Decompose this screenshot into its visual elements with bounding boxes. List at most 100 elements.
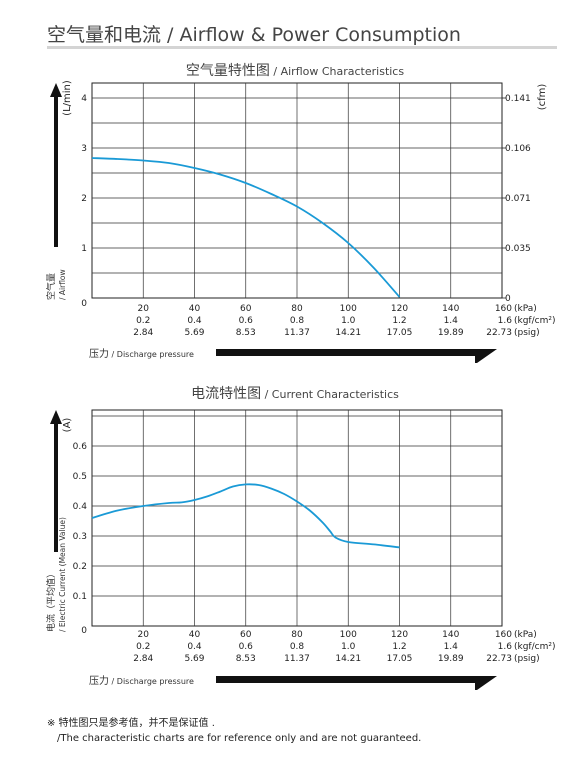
chart1-title-zh: 空气量特性图 bbox=[186, 63, 270, 79]
page-title: 空气量和电流 / Airflow & Power Consumption bbox=[47, 24, 461, 46]
chart2-x-unit-label: (kgf/cm²) bbox=[514, 642, 555, 652]
chart1-x-unit-label: (kPa) bbox=[514, 304, 537, 314]
chart1-x-tick-label: 11.37 bbox=[284, 328, 310, 338]
chart1-y-axis-label-zh: 空气量 bbox=[45, 273, 57, 300]
chart2-x-unit-label: (kPa) bbox=[514, 630, 537, 640]
chart2-y-tick-label: 0.1 bbox=[73, 592, 87, 602]
chart2-y-tick-label: 0.5 bbox=[73, 472, 87, 482]
chart1-x-tick-label: 0.8 bbox=[290, 316, 305, 326]
chart2-x-tick-label: 1.2 bbox=[392, 642, 406, 652]
chart2-y-axis-label-en: / Electric Current (Mean Value) bbox=[58, 517, 67, 632]
chart1-y-tick-label: 4 bbox=[81, 94, 87, 104]
chart1-y-arrow-head bbox=[50, 83, 62, 97]
chart2-y-axis-label-zh: 电流（平均值） bbox=[45, 569, 57, 632]
chart1-x-tick-label: 17.05 bbox=[387, 328, 413, 338]
chart1-x-tick-label: 19.89 bbox=[438, 328, 464, 338]
chart1-x-tick-label: 160 bbox=[495, 304, 512, 314]
chart2-y-arrow-head bbox=[50, 410, 62, 424]
chart1-x-tick-label: 20 bbox=[138, 304, 150, 314]
chart1-y-unit-label: (L/min) bbox=[62, 80, 73, 116]
chart2-x-tick-label: 0.4 bbox=[187, 642, 202, 652]
chart1-y2-tick-label: 0.071 bbox=[505, 194, 531, 204]
chart2-origin-label: 0 bbox=[81, 626, 87, 636]
chart2-x-tick-label: 19.89 bbox=[438, 654, 464, 664]
chart2-x-unit-label: (psig) bbox=[514, 654, 540, 664]
chart2-x-tick-label: 1.4 bbox=[444, 642, 459, 652]
chart2-x-arrow-bar bbox=[216, 676, 481, 683]
chart2-y-unit-label: (A) bbox=[62, 418, 73, 433]
chart2-x-tick-label: 8.53 bbox=[236, 654, 256, 664]
chart1-x-tick-label: 0.2 bbox=[136, 316, 150, 326]
chart2-x-tick-label: 22.73 bbox=[486, 654, 512, 664]
chart2-y-tick-label: 0.3 bbox=[73, 532, 87, 542]
chart2-x-tick-label: 60 bbox=[240, 630, 252, 640]
chart2-x-axis-label: 压力 / Discharge pressure bbox=[89, 674, 194, 687]
chart2-x-tick-label: 5.69 bbox=[184, 654, 204, 664]
chart2-x-tick-label: 100 bbox=[340, 630, 357, 640]
chart2-x-tick-label: 160 bbox=[495, 630, 512, 640]
chart1-title: 空气量特性图 / Airflow Characteristics bbox=[186, 63, 404, 79]
chart1-x-tick-label: 80 bbox=[291, 304, 303, 314]
chart2-x-tick-label: 0.8 bbox=[290, 642, 305, 652]
title-divider bbox=[47, 46, 557, 49]
chart1-x-arrow-bar bbox=[216, 349, 481, 356]
chart1-x-tick-label: 14.21 bbox=[335, 328, 361, 338]
chart2-x-tick-label: 80 bbox=[291, 630, 303, 640]
chart1-x-tick-label: 22.73 bbox=[486, 328, 512, 338]
chart1-y2-tick-label: 0.106 bbox=[505, 144, 531, 154]
chart2-x-arrow-head bbox=[475, 676, 497, 690]
chart1-y2-tick-label: 0.035 bbox=[505, 244, 531, 254]
chart1-x-axis-label-en: / Discharge pressure bbox=[109, 350, 194, 359]
chart2-x-tick-label: 14.21 bbox=[335, 654, 361, 664]
chart1-x-tick-label: 0.4 bbox=[187, 316, 202, 326]
chart2-x-axis-label-en: / Discharge pressure bbox=[109, 677, 194, 686]
chart1-y2-tick-label: 0.141 bbox=[505, 94, 531, 104]
chart1-title-en: / Airflow Characteristics bbox=[270, 65, 404, 78]
chart2-x-tick-label: 20 bbox=[138, 630, 150, 640]
chart2-x-axis-label-zh: 压力 bbox=[89, 674, 109, 687]
chart1-x-tick-label: 5.69 bbox=[184, 328, 204, 338]
chart2-series-line bbox=[91, 483, 400, 549]
footnote-zh: ※ 特性图只是参考值，并不是保证值 . bbox=[47, 718, 215, 729]
chart2-y-tick-label: 0.6 bbox=[73, 442, 88, 452]
chart1-x-arrow-head bbox=[475, 349, 497, 363]
chart2-title-en: / Current Characteristics bbox=[261, 388, 399, 401]
chart2-title: 电流特性图 / Current Characteristics bbox=[191, 386, 399, 402]
chart2-x-tick-label: 2.84 bbox=[133, 654, 153, 664]
chart2-x-tick-label: 140 bbox=[442, 630, 459, 640]
chart2-x-tick-label: 11.37 bbox=[284, 654, 310, 664]
chart1-x-tick-label: 40 bbox=[189, 304, 201, 314]
chart1-x-axis-label: 压力 / Discharge pressure bbox=[89, 347, 194, 360]
chart2-x-tick-label: 17.05 bbox=[387, 654, 413, 664]
chart1-x-unit-label: (kgf/cm²) bbox=[514, 316, 555, 326]
chart1-y2-tick-label: 0 bbox=[505, 294, 511, 304]
chart2-x-tick-label: 40 bbox=[189, 630, 201, 640]
chart2-x-tick-label: 0.6 bbox=[239, 642, 254, 652]
chart1-y-axis-label-en: / Airflow bbox=[58, 269, 67, 300]
chart1-y-tick-label: 2 bbox=[81, 194, 87, 204]
chart1-y-tick-label: 3 bbox=[81, 144, 87, 154]
chart1-y2-unit-label: (cfm) bbox=[537, 84, 548, 111]
chart2-x-tick-label: 1.6 bbox=[498, 642, 513, 652]
chart1-x-tick-label: 2.84 bbox=[133, 328, 153, 338]
chart2-y-tick-label: 0.2 bbox=[73, 562, 87, 572]
chart1-x-tick-label: 1.0 bbox=[341, 316, 356, 326]
chart1-x-axis-label-zh: 压力 bbox=[89, 347, 109, 360]
chart1-x-tick-label: 140 bbox=[442, 304, 459, 314]
chart1-x-tick-label: 1.2 bbox=[392, 316, 406, 326]
footnote: ※ 特性图只是参考值，并不是保证值 . /The characteristic … bbox=[47, 716, 421, 746]
chart1-x-unit-label: (psig) bbox=[514, 328, 540, 338]
chart1-y-arrow-bar bbox=[54, 93, 58, 247]
chart2-x-tick-label: 1.0 bbox=[341, 642, 356, 652]
chart2-title-zh: 电流特性图 bbox=[191, 386, 261, 402]
chart1-y-tick-label: 1 bbox=[81, 244, 87, 254]
chart2-x-tick-label: 0.2 bbox=[136, 642, 150, 652]
chart1-x-tick-label: 0.6 bbox=[239, 316, 254, 326]
chart1-x-tick-label: 1.6 bbox=[498, 316, 513, 326]
chart2-x-tick-label: 120 bbox=[391, 630, 408, 640]
chart1-x-tick-label: 60 bbox=[240, 304, 252, 314]
chart1-x-tick-label: 8.53 bbox=[236, 328, 256, 338]
chart1-origin-label: 0 bbox=[81, 299, 87, 309]
chart1-x-tick-label: 120 bbox=[391, 304, 408, 314]
